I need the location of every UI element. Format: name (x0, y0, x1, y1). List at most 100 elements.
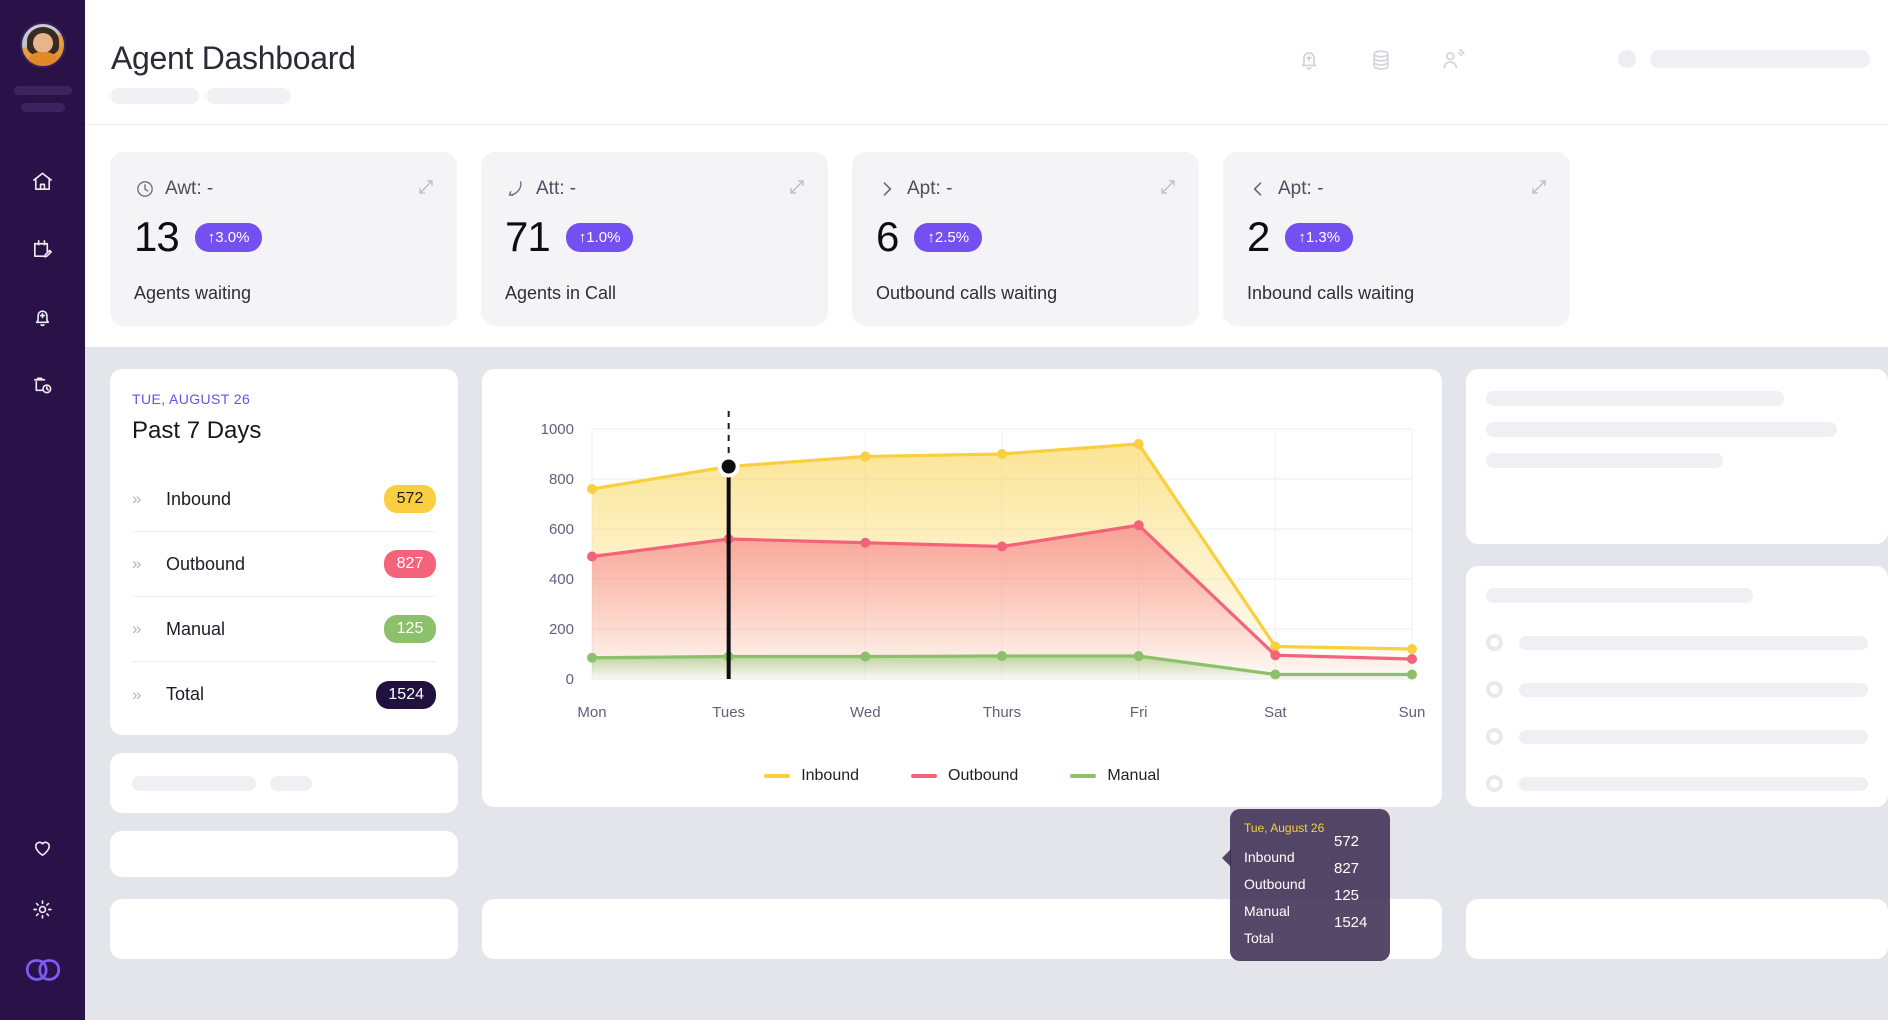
chart-point[interactable] (587, 551, 597, 562)
legend-label: Outbound (948, 767, 1019, 784)
kpi-value: 6 (876, 213, 899, 260)
chart-point[interactable] (1407, 669, 1417, 680)
chart-point[interactable] (860, 651, 871, 662)
sidebar-item-trash-clock[interactable] (22, 364, 64, 406)
legend-swatch (911, 774, 938, 778)
kpi-value-row: 71 ↑1.0% (505, 216, 804, 258)
metric-row-manual[interactable]: » Manual 125 (132, 597, 436, 662)
kpi-card-awt[interactable]: Awt: - 13 ↑3.0% Agents waiting (110, 152, 457, 326)
chart-point[interactable] (1270, 669, 1281, 680)
metric-label: Outbound (166, 553, 246, 574)
chart-point[interactable] (1407, 644, 1417, 654)
metric-row-total[interactable]: » Total 1524 (132, 662, 436, 727)
kpi-card-apt-outbound[interactable]: Apt: - 6 ↑2.5% Outbound calls waiting (852, 152, 1199, 326)
bell-plus-icon[interactable] (1294, 45, 1324, 75)
sidebar-nav-bottom (0, 826, 85, 992)
chevron-double-right-icon: » (132, 619, 142, 638)
legend-item-inbound[interactable]: Inbound (764, 767, 859, 785)
expand-icon[interactable] (1530, 178, 1550, 198)
metric-row-outbound[interactable]: » Outbound 827 (132, 532, 436, 597)
tooltip-value: 572 (1334, 833, 1360, 850)
list-item[interactable] (1486, 619, 1868, 666)
x-axis-tick: Mon (577, 704, 606, 721)
sidebar-placeholder-bar-1 (13, 86, 72, 95)
expand-icon[interactable] (417, 178, 437, 198)
chart-point[interactable] (860, 451, 871, 462)
kpi-strip: Awt: - 13 ↑3.0% Agents waiting (85, 125, 1888, 347)
sidebar-item-home[interactable] (22, 160, 64, 202)
placeholder-bar (1486, 391, 1784, 406)
kpi-title: Att: - (536, 178, 577, 199)
y-axis-tick: 600 (549, 521, 574, 538)
list-item[interactable] (1486, 666, 1868, 713)
x-axis-tick: Sun (1399, 704, 1426, 721)
sidebar (0, 0, 85, 1020)
sidebar-item-bell-plus[interactable] (22, 296, 64, 338)
chart-point[interactable] (1133, 651, 1144, 661)
x-axis-tick: Thurs (983, 704, 1021, 721)
legend-item-outbound[interactable]: Outbound (911, 767, 1018, 785)
chart-point[interactable] (1270, 650, 1281, 661)
metric-badge: 125 (384, 615, 436, 643)
tooltip-label: Outbound (1244, 876, 1306, 892)
chart-point[interactable] (997, 651, 1007, 661)
kpi-delta-badge: ↑2.5% (914, 222, 983, 252)
chart-point[interactable] (587, 652, 597, 663)
placeholder-bar (1519, 682, 1868, 697)
date-label: TUE, AUGUST 26 (132, 391, 251, 407)
sidebar-item-settings[interactable] (22, 888, 64, 930)
chart-point[interactable] (997, 541, 1007, 552)
kpi-value: 71 (505, 213, 551, 260)
kpi-value: 2 (1247, 213, 1270, 260)
metric-row-inbound[interactable]: » Inbound 572 (132, 467, 436, 532)
kpi-card-att[interactable]: Att: - 71 ↑1.0% Agents in Call (481, 152, 828, 326)
tooltip-label: Inbound (1244, 849, 1295, 865)
database-icon[interactable] (1366, 45, 1396, 75)
chart-point[interactable] (1270, 641, 1281, 652)
list-item[interactable] (1486, 713, 1868, 760)
content-row-secondary (110, 899, 1888, 959)
expand-icon[interactable] (788, 178, 808, 198)
kpi-delta-badge: ↑1.3% (1285, 222, 1354, 252)
tooltip-arrow (1222, 849, 1231, 867)
sidebar-item-heart[interactable] (22, 826, 64, 868)
chart-point[interactable] (1133, 520, 1144, 531)
legend-item-manual[interactable]: Manual (1070, 767, 1160, 785)
chevron-double-right-icon: » (132, 684, 142, 704)
sidebar-item-calendar-edit[interactable] (22, 228, 64, 270)
placeholder-card (110, 753, 458, 813)
placeholder-bar (132, 775, 256, 791)
trend-chart-card[interactable]: 0 200 400 600 800 1000 Mon Tues Wed Thurs Fri Sat Su… (482, 369, 1442, 961)
left-panel: TUE, AUGUST 26 Past 7 Days » Inbound 572 » O… (110, 369, 458, 877)
chart-legend: Inbound Outbound Manual (482, 767, 1442, 785)
kpi-card-apt-inbound[interactable]: Apt: - 2 ↑1.3% Inbound calls waiting (1223, 152, 1570, 326)
kpi-value-row: 6 ↑2.5% (876, 216, 1175, 258)
breadcrumb-placeholder (111, 88, 291, 104)
topbar: Agent Dashboard (85, 0, 1888, 125)
expand-icon[interactable] (1159, 178, 1179, 198)
chart-point[interactable] (1133, 439, 1144, 449)
legend-swatch (764, 774, 791, 778)
chart-point[interactable] (860, 537, 871, 548)
avatar-hair (26, 27, 59, 55)
area-chart[interactable]: 0 200 400 600 800 1000 Mon Tues Wed Thurs Fri Sat Su… (482, 369, 1442, 739)
user-call-icon[interactable] (1438, 45, 1468, 75)
main-region: Agent Dashboard (85, 0, 1888, 1020)
kpi-delta-badge: ↑3.0% (194, 222, 263, 252)
brand-logo-icon[interactable] (22, 950, 64, 992)
chart-area-outbound (592, 525, 1412, 679)
list-item[interactable] (1486, 760, 1868, 807)
chart-point[interactable] (997, 449, 1007, 459)
metric-label: Manual (166, 618, 226, 639)
chart-point[interactable] (1407, 654, 1417, 664)
chart-point[interactable] (587, 484, 597, 494)
placeholder-bar (1650, 50, 1870, 68)
past-7-days-card: TUE, AUGUST 26 Past 7 Days » Inbound 572 » O… (110, 369, 458, 735)
placeholder-card (110, 899, 458, 959)
chart-plot-area[interactable]: 0 200 400 600 800 1000 Mon Tues Wed Thurs Fri Sat Su… (482, 369, 1442, 807)
avatar[interactable] (19, 22, 66, 68)
content-row-primary: TUE, AUGUST 26 Past 7 Days » Inbound 572 » O… (110, 369, 1888, 961)
page-title: Agent Dashboard (111, 40, 356, 76)
clock-icon (134, 178, 156, 200)
